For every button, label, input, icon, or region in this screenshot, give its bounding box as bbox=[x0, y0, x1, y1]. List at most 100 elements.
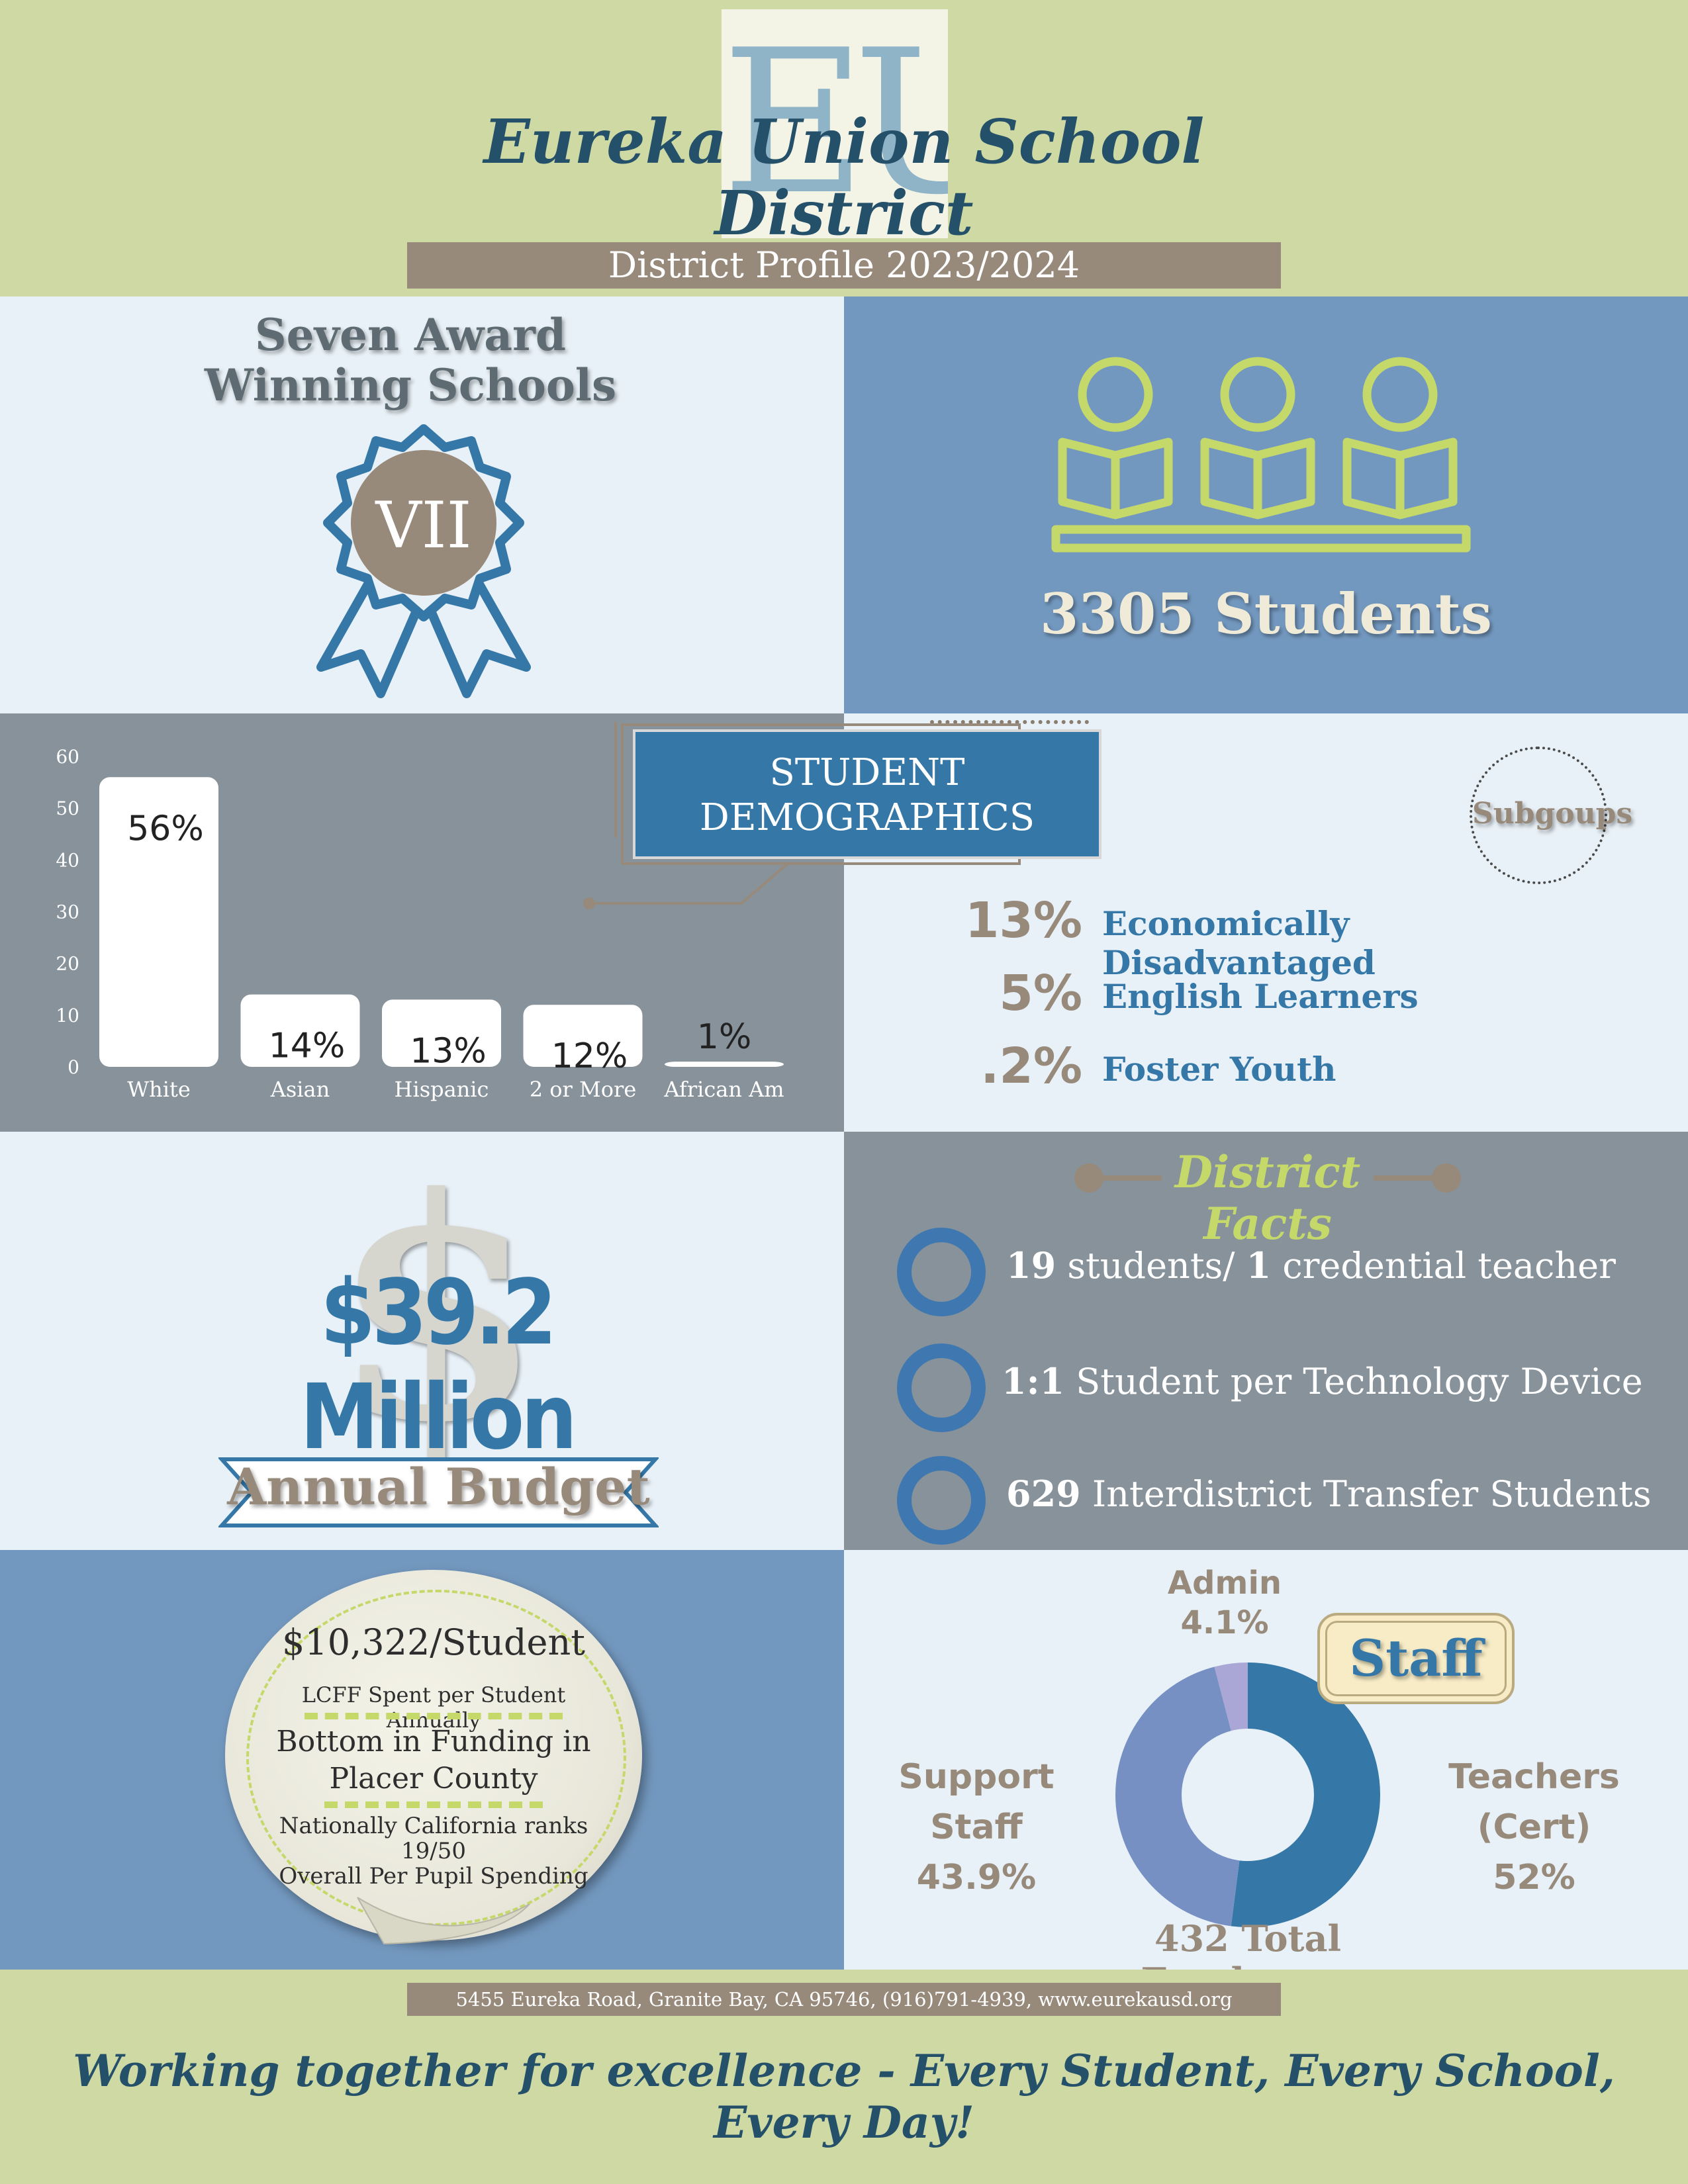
staff-label-admin: Admin 4.1% bbox=[1125, 1563, 1324, 1643]
y-tick-label: 60 bbox=[56, 746, 79, 768]
footer-address: 5455 Eureka Road, Granite Bay, CA 95746,… bbox=[455, 1988, 1233, 2011]
y-tick-label: 0 bbox=[68, 1056, 79, 1078]
district-name: Eureka Union School District bbox=[483, 106, 1205, 249]
staff-teachers-name: Teachers (Cert) bbox=[1448, 1757, 1620, 1847]
fact-row: 629 Interdistrict Transfer Students bbox=[897, 1446, 1658, 1545]
demographics-banner-line2: DEMOGRAPHICS bbox=[699, 796, 1035, 839]
awards-title-line2: Winning Schools bbox=[204, 359, 617, 411]
students-reading-icon bbox=[1051, 357, 1471, 553]
staff-teachers-pct: 52% bbox=[1493, 1858, 1575, 1897]
staff-label-teachers: Teachers (Cert) 52% bbox=[1393, 1752, 1675, 1903]
bar bbox=[99, 777, 218, 1067]
fact-text: 1:1 Student per Technology Device bbox=[1002, 1360, 1643, 1402]
funding-national-line1: Nationally California ranks bbox=[279, 1813, 588, 1839]
footer-motto: Working together for excellence - Every … bbox=[73, 2045, 1615, 2148]
award-badge-text: VII bbox=[375, 488, 472, 563]
donut-segment bbox=[1115, 1662, 1380, 1927]
subgroup-pct: 5% bbox=[999, 965, 1082, 1022]
bar bbox=[382, 999, 501, 1067]
subgroups-badge: Subgoups bbox=[1470, 747, 1633, 884]
subgroup-label: English Learners bbox=[1102, 977, 1419, 1016]
x-tick-label: Hispanic bbox=[395, 1077, 489, 1102]
logo-box: EU bbox=[722, 9, 948, 238]
funding-per-student: $10,322/Student bbox=[282, 1621, 585, 1663]
y-tick-label: 20 bbox=[56, 953, 79, 975]
logo-letters: EU bbox=[722, 9, 948, 238]
subgroup-label: Foster Youth bbox=[1102, 1050, 1336, 1089]
staff-donut-chart bbox=[1115, 1662, 1380, 1927]
bar bbox=[240, 994, 360, 1067]
dollar-sign-icon: $ bbox=[331, 1132, 543, 1489]
fact-bold: 1 bbox=[1246, 1244, 1272, 1287]
staff-title: Staff bbox=[1349, 1629, 1483, 1688]
x-tick-label: Asian bbox=[270, 1077, 330, 1102]
x-tick-label: White bbox=[127, 1077, 191, 1102]
bar-data-label: 13% bbox=[410, 1031, 487, 1071]
donut-segment bbox=[1115, 1662, 1380, 1927]
bar bbox=[523, 1005, 643, 1067]
subgroup-pct: .2% bbox=[980, 1038, 1082, 1095]
y-tick-label: 30 bbox=[56, 901, 79, 923]
fact-bold: 1:1 bbox=[1002, 1360, 1065, 1402]
x-tick-label: 2 or More bbox=[530, 1077, 637, 1102]
funding-bottom-line1: Bottom in Funding in bbox=[276, 1725, 591, 1758]
awards-title-line1: Seven Award bbox=[255, 309, 566, 361]
awards-title: Seven Award Winning Schools bbox=[172, 310, 649, 410]
facts-panel: District Facts 19 students/ 1 credential… bbox=[844, 1132, 1688, 1550]
subgroup-label: Economically Disadvantaged bbox=[1102, 904, 1376, 982]
fact-bold: 19 bbox=[1006, 1244, 1056, 1287]
staff-total: 432 Total Employees bbox=[1141, 1917, 1354, 1970]
bar-data-label: 14% bbox=[269, 1026, 346, 1066]
students-panel: 3305 Students bbox=[844, 296, 1688, 713]
subgroups-badge-text: Subgoups bbox=[1472, 797, 1633, 831]
footer-address-bar: 5455 Eureka Road, Granite Bay, CA 95746,… bbox=[407, 1983, 1281, 2016]
budget-ribbon bbox=[218, 1457, 659, 1527]
fact-text-part: Student per Technology Device bbox=[1064, 1361, 1643, 1402]
bar-data-label: 12% bbox=[551, 1036, 628, 1076]
fact-text: 19 students/ 1 credential teacher bbox=[1006, 1244, 1616, 1287]
facts-title: District Facts bbox=[1174, 1146, 1361, 1250]
staff-label-support: Support Staff 43.9% bbox=[857, 1752, 1096, 1903]
bar bbox=[665, 1062, 784, 1067]
subgroups-list: 13% Economically Disadvantaged 5% Englis… bbox=[857, 892, 1585, 1111]
demographics-bar-chart: 0 10 20 30 40 50 60 56% White 14% Asian 13% Hispanic… bbox=[56, 746, 784, 1102]
dotted-divider bbox=[930, 720, 1089, 724]
y-tick-label: 10 bbox=[56, 1005, 79, 1026]
staff-support-name: Support Staff bbox=[898, 1757, 1055, 1847]
budget-ribbon-label: Annual Budget bbox=[227, 1457, 650, 1516]
demographics-banner-text: STUDENT DEMOGRAPHICS bbox=[635, 751, 1099, 841]
funding-divider bbox=[324, 1801, 543, 1808]
funding-national-line2: 19/50 bbox=[401, 1838, 466, 1864]
profile-banner-text: District Profile 2023/2024 bbox=[608, 244, 1080, 286]
page-curl-icon bbox=[357, 1897, 530, 1945]
subgroup-pct: 13% bbox=[964, 892, 1082, 949]
fact-text-part: Interdistrict Transfer Students bbox=[1080, 1473, 1652, 1515]
demographics-banner: STUDENT DEMOGRAPHICS bbox=[633, 729, 1102, 859]
y-tick-label: 40 bbox=[56, 849, 79, 871]
fact-text: 629 Interdistrict Transfer Students bbox=[1006, 1473, 1652, 1515]
subgroup-row: 5% English Learners bbox=[857, 965, 1585, 1038]
x-tick-label: African Am bbox=[663, 1077, 784, 1102]
fact-row: 19 students/ 1 credential teacher bbox=[897, 1218, 1658, 1316]
funding-national: Nationally California ranks 19/50 Overal… bbox=[252, 1813, 616, 1889]
staff-title-badge: Staff bbox=[1317, 1613, 1515, 1704]
fact-row: 1:1 Student per Technology Device bbox=[897, 1334, 1658, 1432]
funding-bottom-line2: Placer County bbox=[329, 1762, 538, 1796]
funding-national-line3: Overall Per Pupil Spending bbox=[279, 1863, 588, 1889]
funding-panel: $10,322/Student LCFF Spent per Student A… bbox=[0, 1550, 844, 1970]
ring-icon bbox=[897, 1228, 986, 1316]
bar-data-label: 1% bbox=[697, 1017, 752, 1057]
staff-admin-pct: 4.1% bbox=[1180, 1604, 1269, 1641]
facts-title-bar bbox=[1074, 1158, 1461, 1198]
ring-icon bbox=[897, 1456, 986, 1545]
bar-data-label: 56% bbox=[127, 809, 204, 848]
subgroup-row: 13% Economically Disadvantaged bbox=[857, 892, 1585, 982]
demographics-banner-line1: STUDENT bbox=[769, 751, 965, 794]
profile-banner: District Profile 2023/2024 bbox=[407, 242, 1281, 289]
budget-panel: $ $39.2 Million Annual Budget bbox=[0, 1132, 844, 1550]
award-ribbon-icon bbox=[316, 424, 531, 698]
fact-text-part: students/ bbox=[1056, 1245, 1246, 1287]
funding-bottom: Bottom in Funding in Placer County bbox=[252, 1723, 616, 1797]
students-count: 3305 Students bbox=[1040, 581, 1492, 647]
